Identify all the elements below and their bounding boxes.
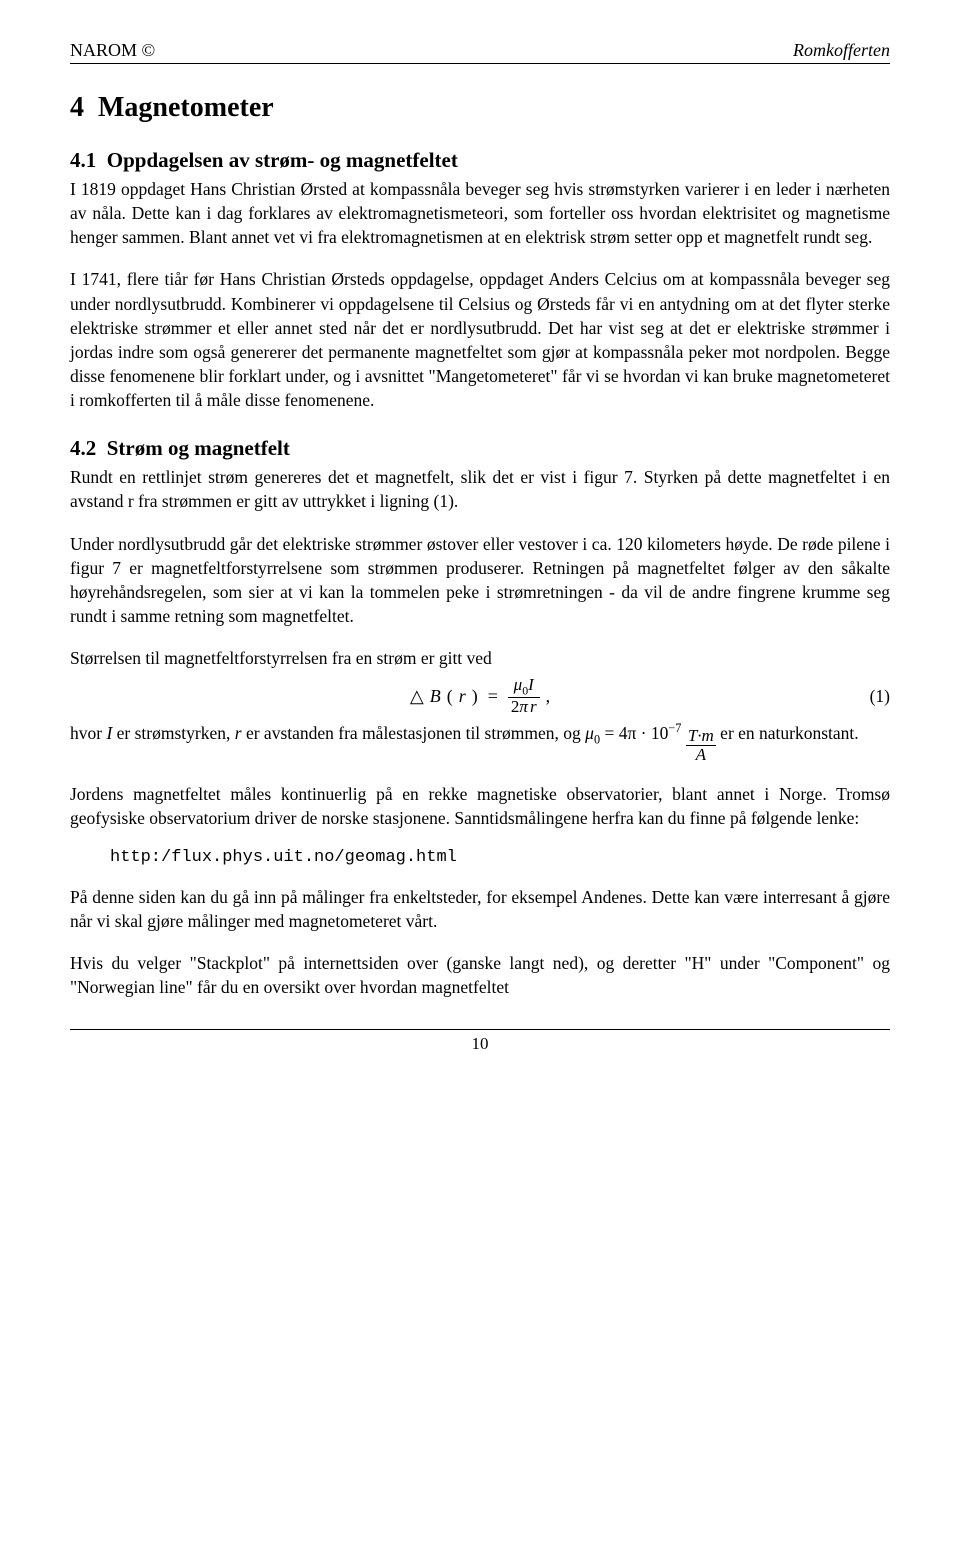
var-r: r — [235, 723, 242, 743]
header-right: Romkofferten — [793, 40, 890, 61]
text: er strømstyrken, — [112, 723, 234, 743]
numerator: T·m — [686, 727, 716, 745]
paragraph: I 1819 oppdaget Hans Christian Ørsted at… — [70, 177, 890, 249]
text: er avstanden fra målestasjonen til strøm… — [242, 723, 586, 743]
subsection-4-2-heading: 4.2 Strøm og magnetfelt — [70, 436, 890, 461]
page-footer: 10 — [70, 1029, 890, 1054]
paragraph: Størrelsen til magnetfeltforstyrrelsen f… — [70, 646, 890, 670]
paragraph: hvor I er strømstyrken, r er avstanden f… — [70, 720, 890, 764]
subsection-4-1-heading: 4.1 Oppdagelsen av strøm- og magnetfelte… — [70, 148, 890, 173]
running-header: NAROM © Romkofferten — [70, 40, 890, 64]
section-number: 4 — [70, 92, 84, 123]
paragraph: Rundt en rettlinjet strøm genereres det … — [70, 465, 890, 513]
paragraph: Under nordlysutbrudd går det elektriske … — [70, 532, 890, 629]
var-B: B — [430, 686, 441, 707]
paragraph: På denne siden kan du gå inn på målinger… — [70, 885, 890, 933]
pi: π — [519, 697, 528, 716]
mu: μ — [585, 723, 594, 743]
paren-close: ) — [472, 686, 478, 707]
equals: = — [488, 686, 498, 707]
url-block: http:/flux.phys.uit.no/geomag.html — [110, 848, 890, 867]
equation-body: △ B ( r) = μ0I 2πr , — [410, 676, 550, 716]
numerator: μ0I — [511, 676, 537, 697]
unit-fraction: T·mA — [686, 727, 716, 764]
var-r: r — [459, 686, 466, 707]
header-left: NAROM © — [70, 40, 155, 61]
mu: μ — [514, 675, 523, 694]
triangle-symbol: △ — [410, 686, 424, 707]
subsection-number: 4.2 — [70, 436, 96, 460]
var-I: I — [528, 675, 534, 694]
text: er en naturkonstant. — [716, 723, 859, 743]
paren-open: ( — [447, 686, 453, 707]
denominator: A — [694, 746, 708, 764]
subsection-title: Strøm og magnetfelt — [107, 436, 290, 460]
subsection-number: 4.1 — [70, 148, 96, 172]
denominator: 2πr — [508, 698, 540, 716]
page-number: 10 — [472, 1034, 489, 1053]
ten: 10 — [651, 723, 669, 743]
equation-number: (1) — [870, 686, 890, 707]
fraction: μ0I 2πr — [508, 676, 540, 716]
paragraph: Jordens magnetfeltet måles kontinuerlig … — [70, 782, 890, 830]
equation-1: △ B ( r) = μ0I 2πr , (1) — [70, 676, 890, 716]
paragraph: I 1741, flere tiår før Hans Christian Ør… — [70, 267, 890, 412]
section-title: Magnetometer — [98, 92, 274, 123]
exponent: −7 — [668, 721, 681, 735]
comma: , — [546, 686, 551, 707]
text: hvor — [70, 723, 106, 743]
url-text[interactable]: http:/flux.phys.uit.no/geomag.html — [110, 848, 457, 867]
text: = 4π · — [600, 723, 651, 743]
section-heading: 4 Magnetometer — [70, 92, 890, 124]
page: NAROM © Romkofferten 4 Magnetometer 4.1 … — [0, 0, 960, 1094]
var-r: r — [530, 697, 537, 716]
paragraph: Hvis du velger "Stackplot" på internetts… — [70, 951, 890, 999]
subsection-title: Oppdagelsen av strøm- og magnetfeltet — [107, 148, 458, 172]
